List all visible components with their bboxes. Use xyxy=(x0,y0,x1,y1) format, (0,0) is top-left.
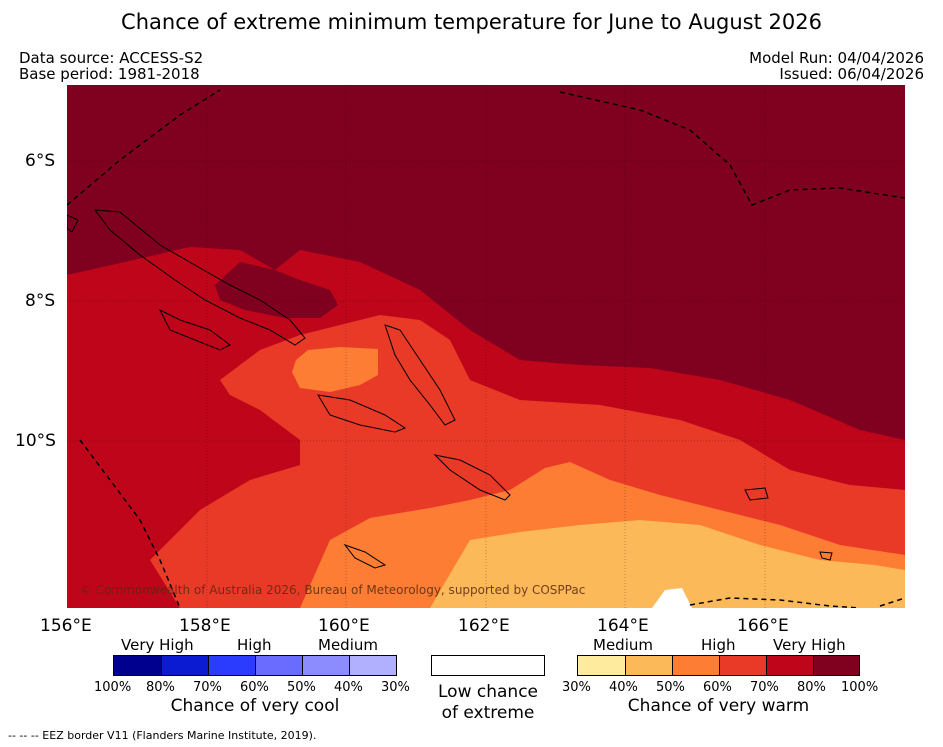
warm-swatch-80-100 xyxy=(813,656,859,675)
cool-heading-high: High xyxy=(237,636,272,654)
cool-colorbar xyxy=(113,655,397,676)
lat-label-6s: 6°S xyxy=(25,151,56,171)
neutral-swatch xyxy=(431,655,545,676)
meta-left: Data source: ACCESS-S2 Base period: 1981… xyxy=(19,50,203,82)
warm-heading-high: High xyxy=(701,636,736,654)
cool-swatch-80-70 xyxy=(161,656,208,675)
lat-label-10s: 10°S xyxy=(15,431,56,451)
zone-60-50-island xyxy=(292,347,378,392)
warm-swatch-40-50 xyxy=(625,656,672,675)
eez-borders xyxy=(67,89,905,608)
cool-heading-medium: Medium xyxy=(318,636,378,654)
cool-swatch-70-60 xyxy=(208,656,255,675)
warm-swatch-60-70 xyxy=(719,656,766,675)
cool-caption: Chance of very cool xyxy=(170,696,340,716)
lat-label-8s: 8°S xyxy=(25,291,56,311)
cool-swatch-100-80 xyxy=(114,656,161,675)
zone-low-chance xyxy=(652,588,692,608)
eez-footnote: -- -- -- EEZ border V11 (Flanders Marine… xyxy=(8,729,317,742)
cool-tick-40: 40% xyxy=(334,680,363,695)
warm-tick-70: 70% xyxy=(750,680,779,695)
neutral-caption-line1: Low chance xyxy=(438,682,538,702)
neutral-caption-line2: of extreme xyxy=(441,703,535,723)
chart-title: Chance of extreme minimum temperature fo… xyxy=(121,10,822,34)
meta-right: Model Run: 04/04/2026 Issued: 06/04/2026 xyxy=(749,50,924,82)
base-period: Base period: 1981-2018 xyxy=(19,65,200,83)
warm-colorbar xyxy=(577,655,860,676)
cool-swatch-40-30 xyxy=(349,656,396,675)
cool-tick-50: 50% xyxy=(287,680,316,695)
warm-tick-30: 30% xyxy=(562,680,591,695)
model-run: Model Run: 04/04/2026 xyxy=(749,49,924,67)
warm-tick-80: 80% xyxy=(797,680,826,695)
issued-date: Issued: 06/04/2026 xyxy=(779,65,924,83)
warm-swatch-50-60 xyxy=(672,656,719,675)
cool-swatch-60-50 xyxy=(255,656,302,675)
warm-tick-100: 100% xyxy=(841,680,879,695)
probability-field xyxy=(67,85,905,608)
cool-swatch-50-40 xyxy=(302,656,349,675)
warm-caption: Chance of very warm xyxy=(627,696,810,716)
lon-label-158e: 158°E xyxy=(179,616,231,636)
warm-tick-50: 50% xyxy=(656,680,685,695)
lon-label-156e: 156°E xyxy=(40,616,92,636)
warm-heading-very-high: Very High xyxy=(773,636,846,654)
zone-50-40 xyxy=(430,520,905,608)
warm-heading-medium: Medium xyxy=(593,636,653,654)
lon-label-160e: 160°E xyxy=(318,616,370,636)
lon-label-162e: 162°E xyxy=(458,616,510,636)
lon-label-166e: 166°E xyxy=(737,616,789,636)
warm-tick-60: 60% xyxy=(703,680,732,695)
cool-tick-100: 100% xyxy=(94,680,132,695)
cool-tick-80: 80% xyxy=(146,680,175,695)
warm-tick-40: 40% xyxy=(609,680,638,695)
cool-tick-30: 30% xyxy=(381,680,410,695)
cool-heading-very-high: Very High xyxy=(121,636,194,654)
cool-tick-70: 70% xyxy=(193,680,222,695)
zone-80-dark-pocket xyxy=(215,262,338,318)
gridlines xyxy=(67,85,905,608)
coastlines xyxy=(67,209,833,569)
warm-swatch-30-40 xyxy=(578,656,625,675)
data-source: Data source: ACCESS-S2 xyxy=(19,49,204,67)
cool-tick-60: 60% xyxy=(240,680,269,695)
warm-swatch-70-80 xyxy=(766,656,813,675)
copyright-note: © Commonwealth of Australia 2026, Bureau… xyxy=(80,583,586,597)
lon-label-164e: 164°E xyxy=(597,616,649,636)
